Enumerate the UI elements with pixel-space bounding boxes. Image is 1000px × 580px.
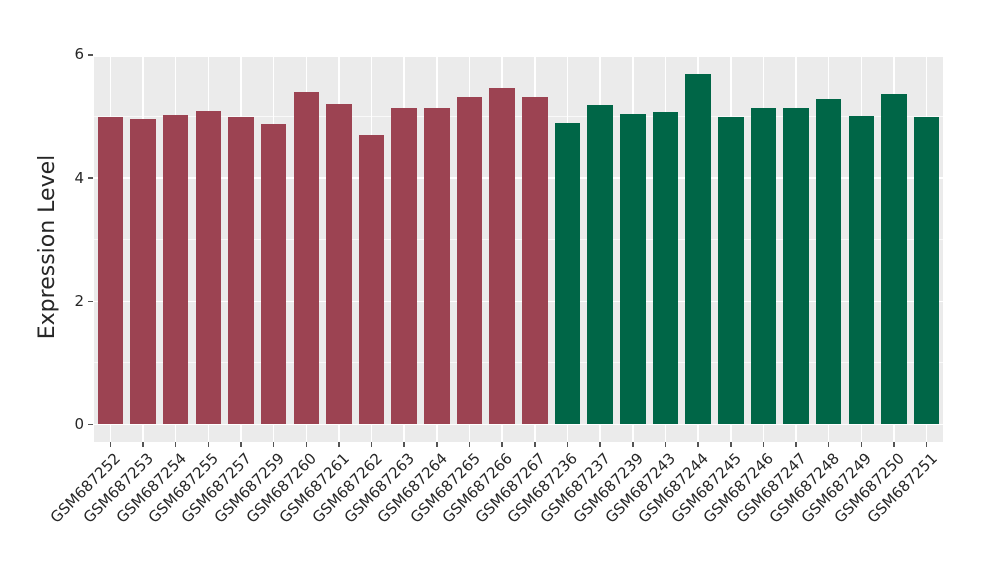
bar-GSM687257 xyxy=(228,117,254,425)
bar-GSM687252 xyxy=(97,117,124,425)
bar-GSM687250 xyxy=(881,94,907,425)
x-axis-tick xyxy=(893,442,895,447)
y-axis-title: Expression Level xyxy=(35,154,60,340)
x-axis-tick xyxy=(338,442,340,447)
x-axis-tick xyxy=(566,442,569,447)
bar-GSM687251 xyxy=(913,117,940,425)
minor-gridline xyxy=(94,116,943,117)
plot-panel xyxy=(94,57,943,442)
x-axis-tick xyxy=(142,442,144,447)
x-axis-tick xyxy=(664,442,667,447)
bar-GSM687245 xyxy=(718,117,744,425)
x-axis-tick xyxy=(632,442,634,447)
x-axis-tick xyxy=(468,442,471,447)
x-axis-tick xyxy=(599,442,601,447)
bar-GSM687259 xyxy=(260,123,287,425)
bar-GSM687265 xyxy=(456,96,483,425)
y-axis-tick xyxy=(88,177,93,179)
x-axis-tick xyxy=(207,442,210,447)
bar-GSM687239 xyxy=(620,114,646,425)
y-axis-tick xyxy=(88,423,93,426)
bar-GSM687263 xyxy=(391,107,417,425)
bar-GSM687249 xyxy=(848,115,875,425)
x-axis-tick xyxy=(305,442,307,447)
y-axis-tick xyxy=(88,300,93,303)
y-tick-label: 0 xyxy=(74,415,84,433)
x-axis-tick xyxy=(174,442,177,447)
y-axis-tick xyxy=(88,54,93,56)
bar-GSM687261 xyxy=(326,104,352,425)
bar-GSM687248 xyxy=(815,99,842,425)
bar-GSM687246 xyxy=(750,107,777,425)
bar-GSM687243 xyxy=(652,112,679,425)
y-tick-label: 4 xyxy=(74,168,84,187)
x-axis-tick xyxy=(534,442,536,447)
x-axis-tick xyxy=(860,442,863,447)
bar-GSM687244 xyxy=(685,73,711,425)
x-axis-tick xyxy=(501,442,503,447)
bar-GSM687264 xyxy=(424,108,450,425)
bar-GSM687262 xyxy=(358,134,385,425)
x-axis-tick xyxy=(762,442,765,447)
bar-GSM687237 xyxy=(587,104,613,425)
bar-GSM687254 xyxy=(162,114,189,425)
major-gridline xyxy=(94,177,943,179)
y-tick-label: 2 xyxy=(74,291,84,310)
bar-GSM687247 xyxy=(783,107,809,425)
bar-GSM687260 xyxy=(293,91,319,425)
x-axis-tick xyxy=(403,442,405,447)
minor-gridline xyxy=(94,362,943,364)
x-axis-tick xyxy=(272,442,275,447)
x-axis-tick xyxy=(436,442,438,447)
x-axis-tick xyxy=(925,442,928,447)
bar-GSM687267 xyxy=(522,96,548,425)
x-axis-tick xyxy=(240,442,242,447)
bar-GSM687253 xyxy=(130,118,156,425)
major-gridline xyxy=(94,300,943,303)
x-axis-tick xyxy=(697,442,699,447)
bar-GSM687255 xyxy=(195,110,222,425)
x-axis-tick xyxy=(109,442,112,447)
major-gridline xyxy=(94,423,943,426)
x-axis-tick xyxy=(795,442,797,447)
y-tick-label: 6 xyxy=(74,45,84,64)
bar-GSM687236 xyxy=(554,123,581,425)
minor-gridline xyxy=(94,239,943,241)
bar-GSM687266 xyxy=(489,88,515,425)
x-axis-tick xyxy=(370,442,373,447)
x-axis-tick xyxy=(827,442,830,447)
x-axis-tick xyxy=(730,442,732,447)
